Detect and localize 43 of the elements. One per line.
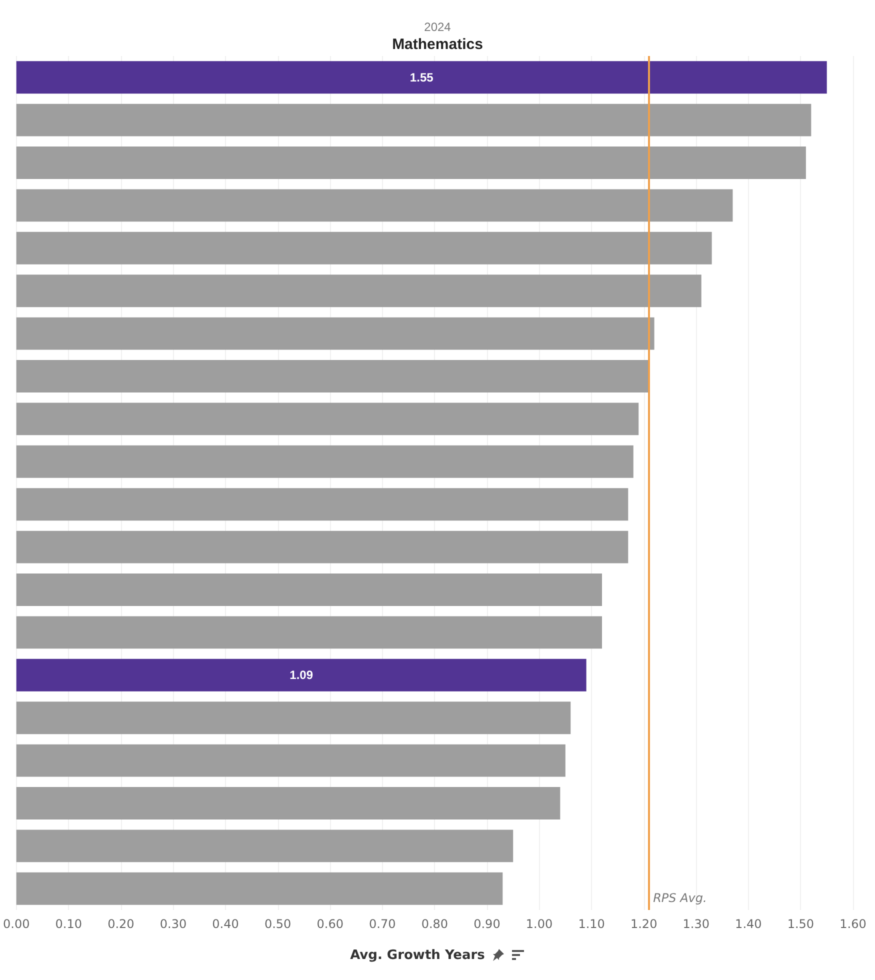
x-tick-label: 0.00 (3, 917, 30, 931)
x-tick-label: 0.90 (474, 917, 500, 931)
x-tick-label: 1.20 (630, 917, 658, 931)
x-tick-label: 0.50 (264, 917, 292, 931)
chart-title: Mathematics (392, 36, 483, 53)
bar (16, 488, 628, 521)
bar (16, 402, 639, 436)
x-tick-label: 0.80 (421, 917, 448, 931)
x-axis-title: Avg. Growth Years (350, 948, 485, 962)
x-tick-label: 1.00 (526, 917, 553, 931)
x-tick-label: 0.30 (160, 917, 187, 931)
bar (16, 574, 602, 606)
x-tick-label: 0.10 (55, 917, 82, 931)
bar (16, 189, 733, 222)
bar (16, 360, 650, 392)
data-label: 1.55 (410, 70, 434, 84)
x-tick-label: 0.60 (316, 917, 344, 931)
bar (16, 104, 812, 136)
x-tick-label: 1.60 (840, 917, 866, 931)
bar (16, 702, 571, 734)
x-tick-label: 1.40 (735, 917, 762, 931)
x-tick-label: 0.40 (212, 917, 239, 931)
x-tick-label: 1.10 (578, 917, 605, 931)
bar (16, 616, 602, 649)
chart-subtitle: 2024 (424, 20, 452, 34)
x-tick-label: 0.70 (369, 917, 396, 931)
bar (16, 744, 566, 777)
bar (16, 658, 586, 692)
bar (16, 530, 628, 564)
bar (16, 787, 560, 820)
bar (16, 232, 712, 264)
ref-line-label: RPS Avg. (653, 891, 707, 905)
bar (16, 872, 503, 905)
bar (16, 830, 514, 862)
bar (16, 445, 634, 478)
bar (16, 146, 806, 179)
bar (16, 317, 654, 350)
data-label: 1.09 (290, 668, 314, 682)
x-tick-label: 1.30 (682, 917, 710, 931)
bar (16, 274, 702, 308)
bar (16, 61, 827, 94)
x-tick-label: 0.20 (108, 917, 134, 931)
x-tick-label: 1.50 (787, 917, 814, 931)
